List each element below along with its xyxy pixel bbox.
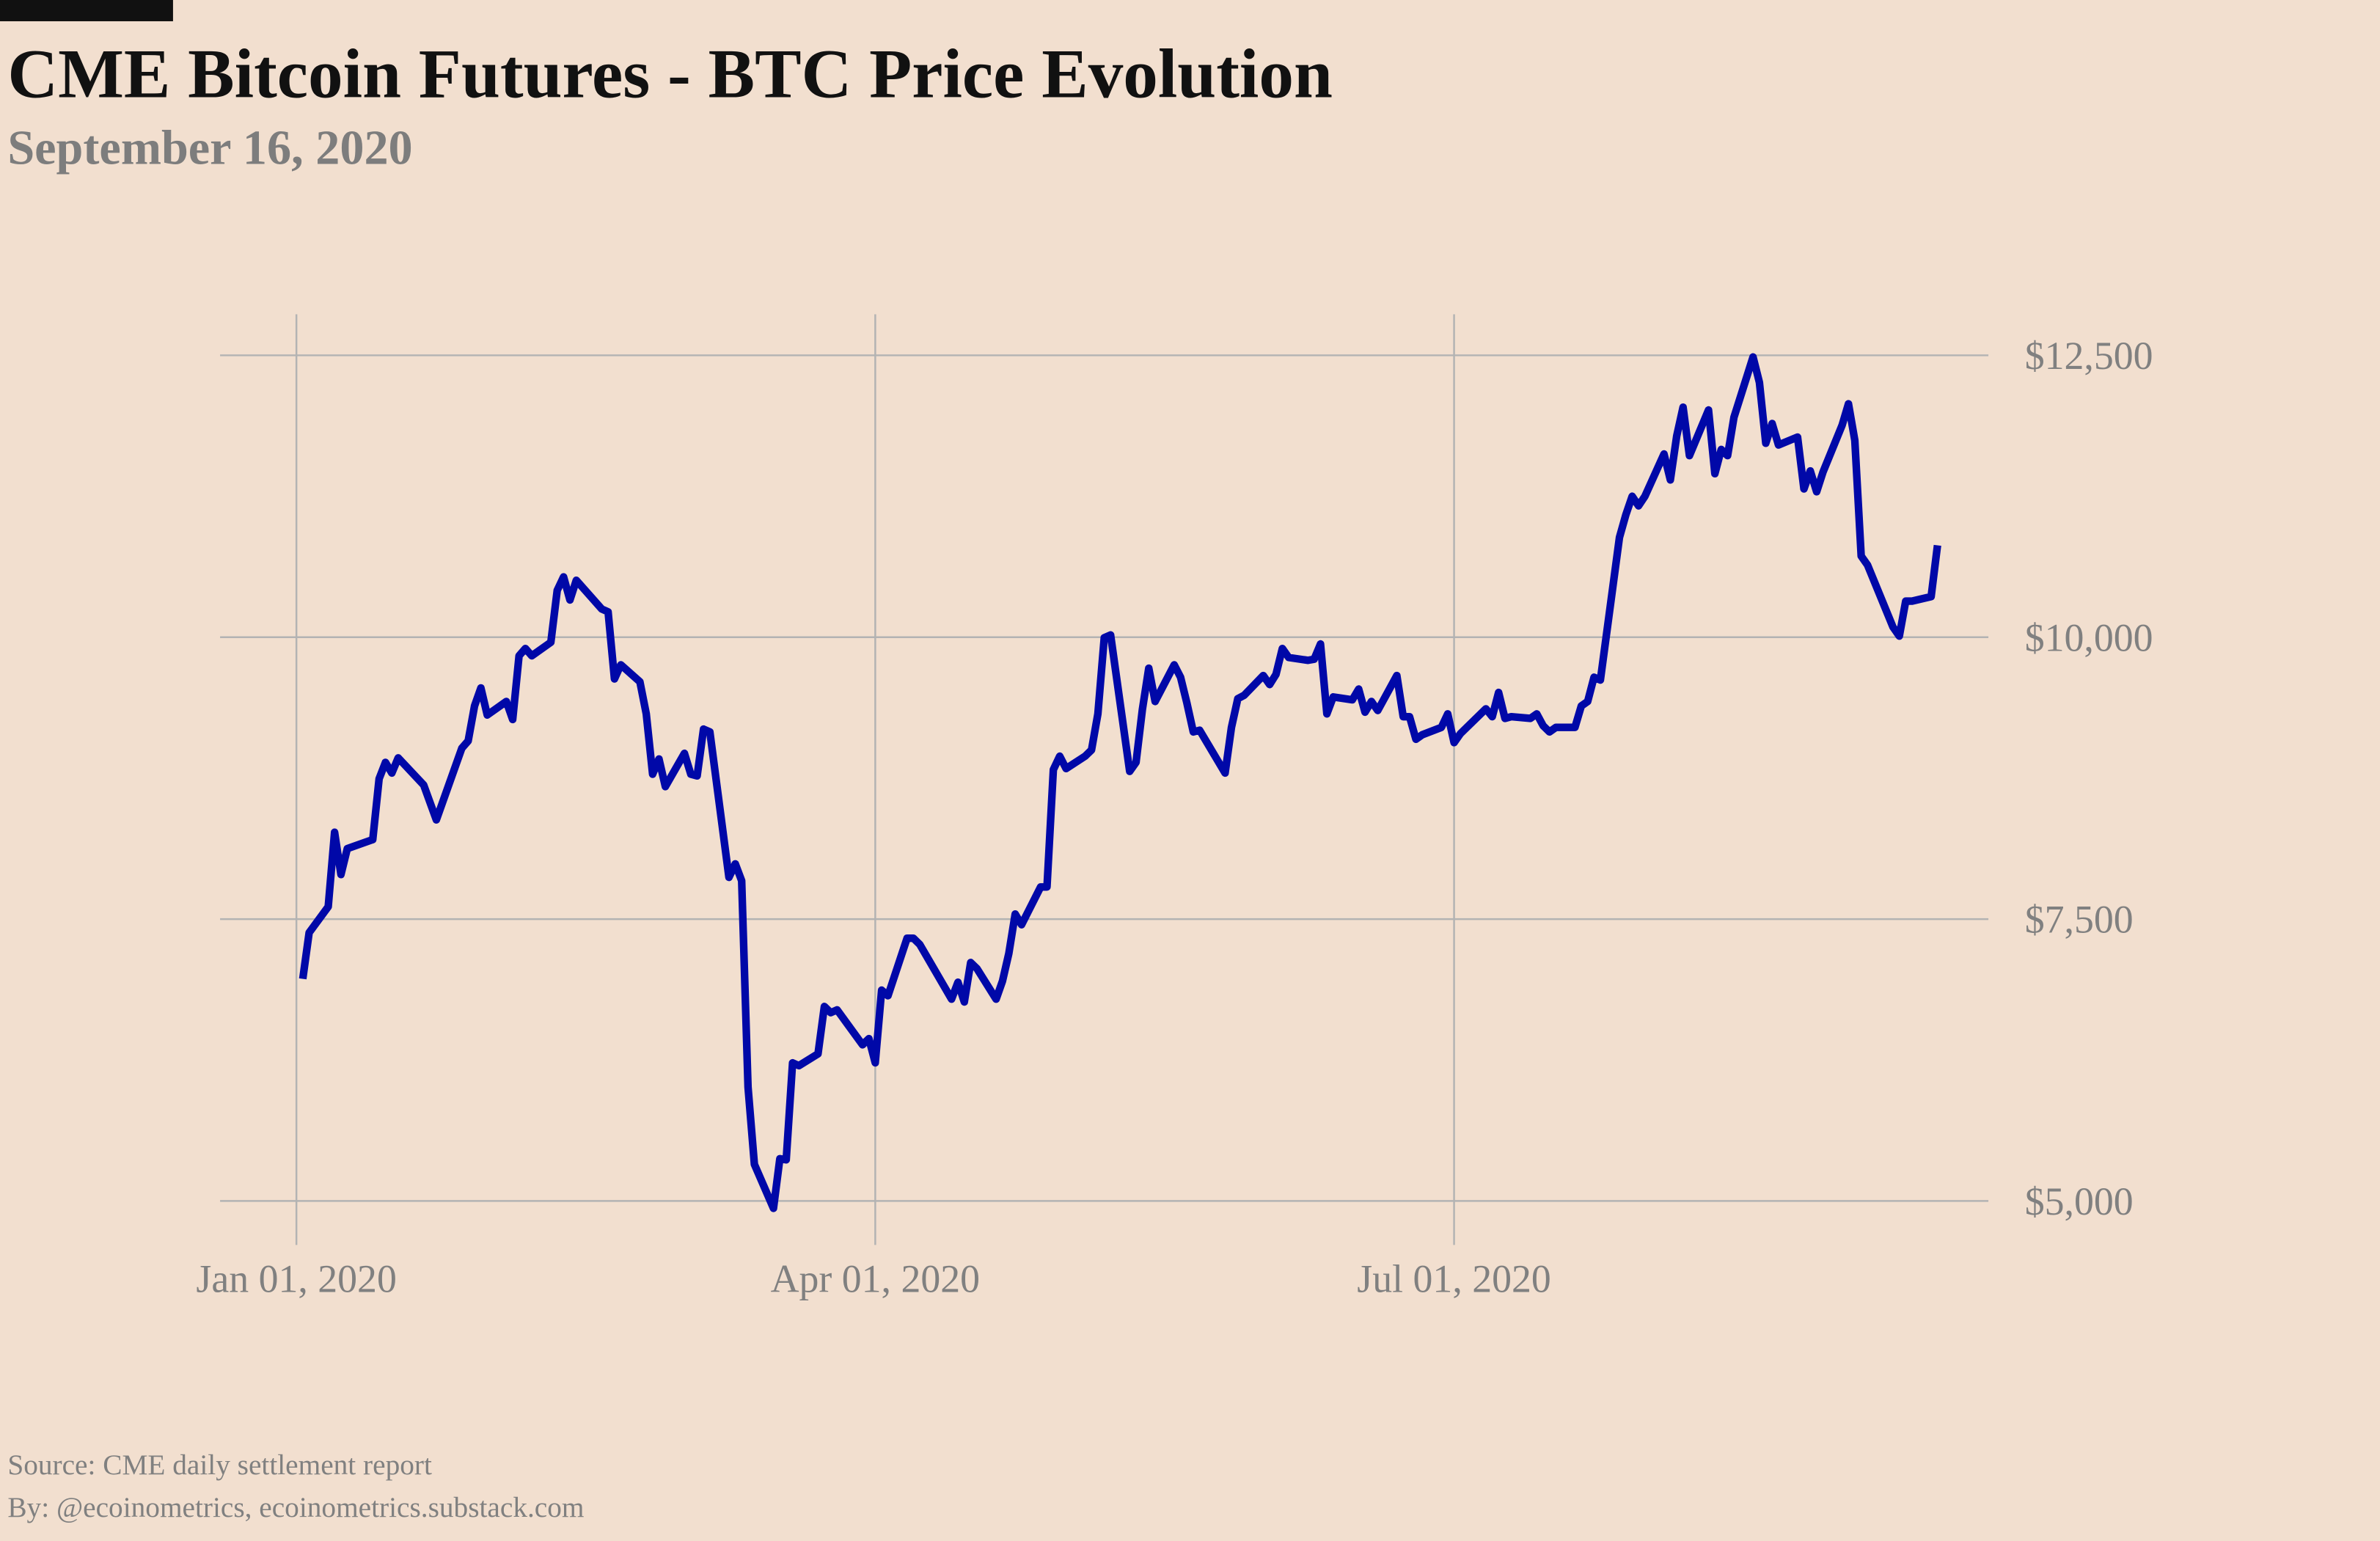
x-tick-label: Jul 01, 2020 <box>1357 1257 1551 1301</box>
y-tick-label: $10,000 <box>2025 615 2153 659</box>
source-note: Source: CME daily settlement report <box>7 1449 432 1481</box>
y-tick-label: $5,000 <box>2025 1179 2134 1223</box>
chart-subtitle: September 16, 2020 <box>7 122 412 175</box>
byline: By: @ecoinometrics, ecoinometrics.substa… <box>7 1491 584 1523</box>
accent-bar <box>0 0 173 21</box>
price-line <box>299 353 1941 1212</box>
chart-title: CME Bitcoin Futures - BTC Price Evolutio… <box>7 34 1333 112</box>
y-tick-label: $12,500 <box>2025 334 2153 378</box>
plot-area: $5,000 $7,500 $10,000 $12,500 Jan 01, 2020 Ap… <box>196 314 2153 1301</box>
x-tick-label: Apr 01, 2020 <box>771 1257 980 1301</box>
y-tick-label: $7,500 <box>2025 898 2134 942</box>
x-tick-label: Jan 01, 2020 <box>196 1257 396 1301</box>
